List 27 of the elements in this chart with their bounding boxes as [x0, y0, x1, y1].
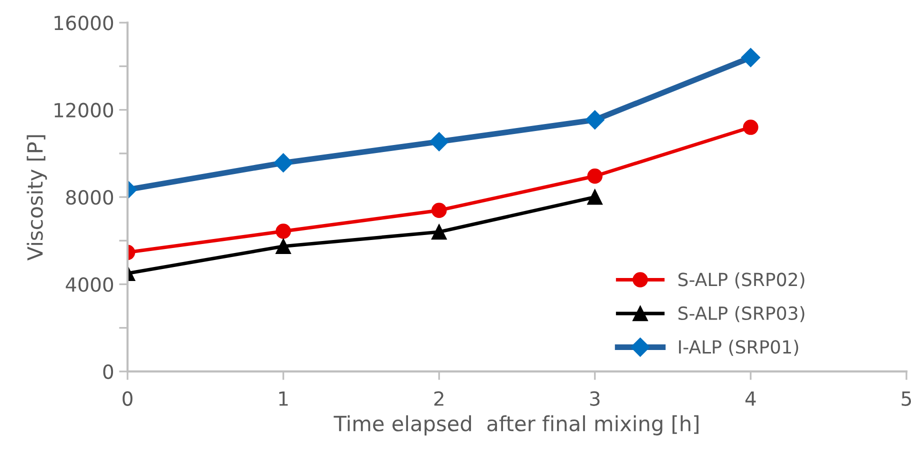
y-tick-label: 0 — [103, 364, 114, 380]
x-tick-label: 0 — [122, 391, 132, 406]
point — [274, 153, 293, 172]
x-tick-label: 3 — [590, 391, 600, 406]
y-tick-label: 8000 — [66, 190, 114, 205]
legend-label: S-ALP (SRP02) — [678, 272, 804, 288]
x-axis-title: Time elapsed after final mixing [h] — [334, 415, 698, 436]
legend-label: I-ALP (SRP01) — [679, 340, 798, 356]
point — [587, 189, 603, 205]
point — [743, 120, 758, 135]
point — [585, 110, 604, 130]
point — [276, 224, 291, 239]
x-tick-label: 2 — [434, 391, 444, 406]
point — [431, 224, 447, 240]
legend-label: S-ALP (SRP03) — [678, 306, 804, 322]
x-tick-label: 5 — [902, 392, 911, 406]
x-tick-label: 4 — [745, 392, 756, 406]
point — [587, 168, 603, 184]
y-tick-label: 16000 — [54, 16, 114, 30]
point — [741, 48, 760, 68]
point — [431, 202, 447, 218]
point — [430, 132, 449, 152]
x-tick-label: 1 — [279, 392, 288, 406]
y-axis-title: Viscosity [P] — [26, 135, 47, 260]
y-tick-label: 4000 — [66, 277, 114, 292]
y-tick-label: 12000 — [54, 102, 114, 118]
point — [276, 238, 291, 254]
